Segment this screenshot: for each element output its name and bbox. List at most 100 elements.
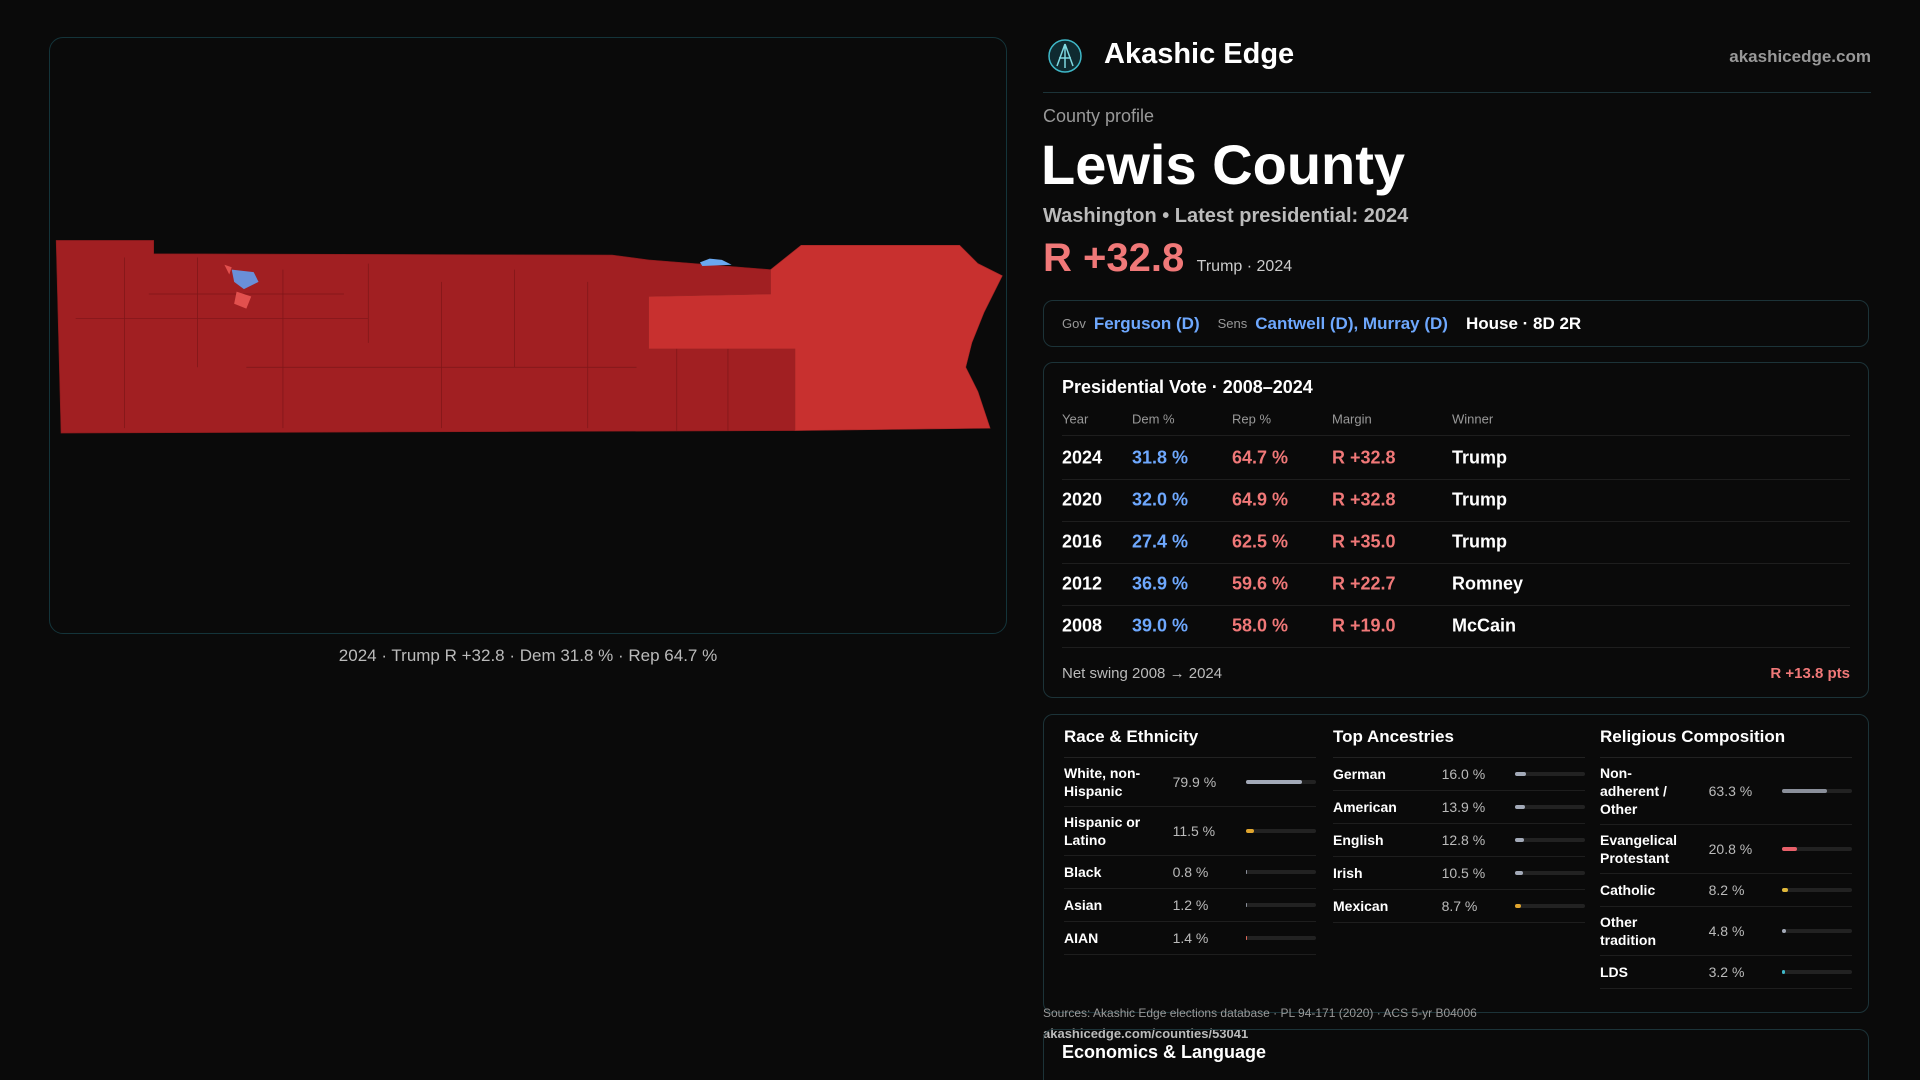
column-title: Religious Composition: [1600, 727, 1852, 758]
demographic-row: Other tradition 4.8 %: [1600, 907, 1852, 956]
bar-track: [1782, 789, 1852, 793]
presidential-panel: Presidential Vote · 2008–2024 Net swing …: [1043, 362, 1869, 698]
cell: 64.9 %: [1232, 489, 1289, 510]
demographic-row: American 13.9 %: [1333, 791, 1585, 824]
bar: [1515, 805, 1525, 809]
gov[interactable]: Ferguson (D): [1093, 313, 1200, 333]
bar-track: [1782, 888, 1852, 892]
value: 13.9 %: [1441, 799, 1486, 815]
precincts-light: [648, 244, 1003, 431]
cell: R +32.8: [1332, 447, 1396, 468]
cell: 2020: [1062, 489, 1103, 510]
value: 10.5 %: [1441, 865, 1486, 881]
cell: 58.0 %: [1232, 615, 1289, 636]
bar-track: [1515, 805, 1585, 809]
demographic-row: German 16.0 %: [1333, 758, 1585, 791]
bar-track: [1515, 772, 1585, 776]
bar: [1782, 789, 1827, 793]
demographic-row: White, non-Hispanic 79.9 %: [1064, 758, 1316, 807]
cell: R +35.0: [1332, 531, 1396, 552]
cell: 2008: [1062, 615, 1103, 636]
cell: R +19.0: [1332, 615, 1396, 636]
value: 12.8 %: [1441, 832, 1486, 848]
demographic-row: English 12.8 %: [1333, 824, 1585, 857]
bar-track: [1782, 929, 1852, 933]
cell: 62.5 %: [1232, 531, 1289, 552]
label: Irish: [1333, 865, 1363, 881]
bar: [1515, 904, 1522, 908]
county-name: Lewis County: [1041, 133, 1406, 196]
cell: Trump: [1452, 489, 1508, 510]
demographic-column: Top Ancestries German 16.0 % American 13.9 %…: [1333, 727, 1585, 923]
demographics-panel: Race & Ethnicity White, non-Hispanic 79.9 …: [1043, 714, 1869, 1013]
city-red: [224, 264, 252, 309]
cell: Trump: [1452, 531, 1508, 552]
pres-title: Presidential Vote · 2008–2024: [1062, 377, 1313, 397]
value: 8.2 %: [1708, 882, 1745, 898]
demographic-row: Irish 10.5 %: [1333, 857, 1585, 890]
demographic-row: Black 0.8 %: [1064, 856, 1316, 889]
cell: 39.0 %: [1132, 615, 1189, 636]
city-blue: [231, 269, 259, 290]
demographic-row: AIAN 1.4 %: [1064, 922, 1316, 955]
label: American: [1333, 799, 1397, 815]
table-row: 2024 31.8 % 64.7 % R +32.8 Trump: [1062, 437, 1850, 480]
label: AIAN: [1064, 930, 1099, 946]
cell: 32.0 %: [1132, 489, 1189, 510]
value: 8.7 %: [1441, 898, 1478, 914]
brand: Akashic Edge: [1104, 38, 1295, 70]
bar: [1246, 780, 1303, 784]
county-map: [55, 240, 1003, 434]
demographic-row: Non-adherent / Other 63.3 %: [1600, 758, 1852, 825]
value: 11.5 %: [1172, 823, 1216, 839]
economics-title: Economics & Language: [1062, 1042, 1267, 1062]
cell: R +22.7: [1332, 573, 1396, 594]
column-title: Race & Ethnicity: [1064, 727, 1316, 758]
value: 4.8 %: [1708, 923, 1745, 939]
bar-track: [1246, 780, 1316, 784]
label: German: [1333, 766, 1386, 782]
cell: 2012: [1062, 573, 1103, 594]
map-panel: [49, 37, 1007, 634]
cell: R +32.8: [1332, 489, 1396, 510]
sens[interactable]: Cantwell (D), Murray (D): [1255, 313, 1448, 333]
bar: [1782, 929, 1786, 933]
demographic-row: Evangelical Protestant 20.8 %: [1600, 825, 1852, 874]
value: 79.9 %: [1172, 774, 1217, 790]
bar-track: [1515, 904, 1585, 908]
bar: [1246, 936, 1248, 940]
demographic-row: Mexican 8.7 %: [1333, 890, 1585, 923]
cell: 36.9 %: [1132, 573, 1189, 594]
demographic-row: Catholic 8.2 %: [1600, 874, 1852, 907]
cell: McCain: [1452, 615, 1517, 636]
table-row: 2020 32.0 % 64.9 % R +32.8 Trump: [1062, 479, 1850, 522]
swing-label: Net swing 2008 → 2024: [1062, 665, 1223, 682]
label: Catholic: [1600, 882, 1656, 898]
table-header: Year Dem % Rep % Margin Winner: [1062, 403, 1850, 436]
cell: 2024: [1062, 447, 1103, 468]
cell: 64.7 %: [1232, 447, 1289, 468]
value: 0.8 %: [1172, 864, 1209, 880]
label: Evangelical Protestant: [1600, 832, 1678, 866]
cell: 27.4 %: [1132, 531, 1189, 552]
sources: Sources: Akashic Edge elections database…: [1043, 1006, 1477, 1020]
column-header: Rep %: [1232, 411, 1272, 427]
demographic-row: LDS 3.2 %: [1600, 956, 1852, 989]
logo: [1048, 39, 1082, 73]
gov-label: Gov: [1062, 316, 1086, 331]
label: Asian: [1064, 897, 1103, 913]
bar: [1246, 829, 1255, 833]
label: Other tradition: [1600, 914, 1656, 948]
kicker: County profile: [1043, 106, 1155, 126]
margin: R +32.8: [1043, 236, 1185, 280]
label: Black: [1064, 864, 1102, 880]
bar: [1515, 772, 1527, 776]
label: White, non-Hispanic: [1064, 765, 1141, 799]
cell: Trump: [1452, 447, 1508, 468]
house: House · 8D 2R: [1465, 313, 1582, 333]
column-header: Year: [1062, 411, 1089, 427]
site[interactable]: akashicedge.com: [1729, 47, 1871, 66]
lake: [699, 258, 732, 267]
demographic-column: Race & Ethnicity White, non-Hispanic 79.9 …: [1064, 727, 1316, 955]
